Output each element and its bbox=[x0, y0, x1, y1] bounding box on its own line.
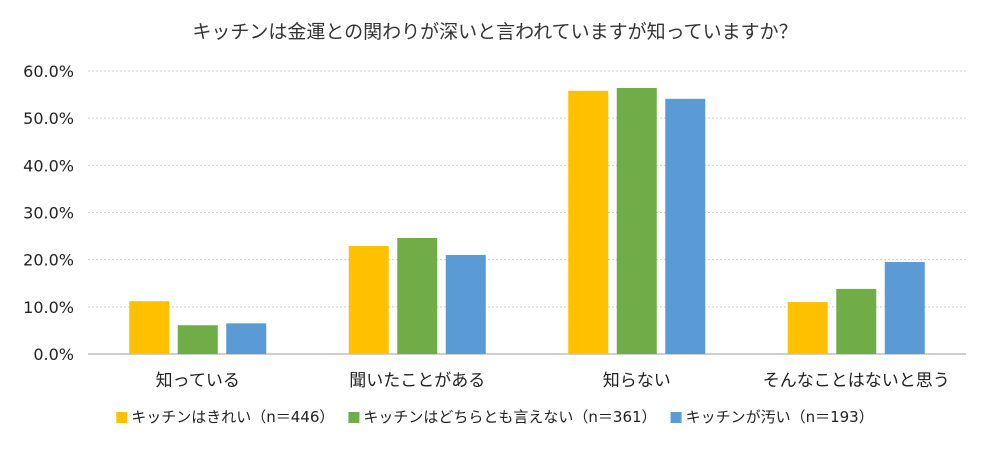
legend-label: キッチンが汚い（n＝193） bbox=[686, 408, 874, 426]
bar bbox=[226, 323, 267, 354]
legend-label: キッチンはどちらとも言えない（n＝361） bbox=[363, 408, 656, 426]
legend-swatch bbox=[348, 412, 360, 423]
y-tick-label: 30.0% bbox=[23, 204, 74, 223]
x-category-label: 聞いたことがある bbox=[349, 371, 485, 391]
x-axis-categories: 知っている 聞いたことがある 知らない そんなことはないと思う bbox=[156, 371, 950, 391]
y-tick-label: 0.0% bbox=[33, 345, 74, 364]
y-tick-label: 60.0% bbox=[23, 62, 74, 81]
bar bbox=[568, 90, 609, 354]
legend-swatch bbox=[116, 412, 128, 423]
bars bbox=[129, 87, 925, 354]
legend-label: キッチンはきれい（n＝446） bbox=[131, 408, 334, 426]
x-category-label: 知っている bbox=[156, 371, 240, 391]
y-tick-label: 10.0% bbox=[23, 298, 74, 317]
legend: キッチンはきれい（n＝446） キッチンはどちらとも言えない（n＝361） キッチン… bbox=[116, 408, 874, 426]
legend-swatch bbox=[670, 412, 682, 423]
bar bbox=[348, 245, 389, 354]
bar bbox=[665, 98, 706, 354]
x-category-label: 知らない bbox=[603, 371, 671, 391]
bar bbox=[129, 301, 170, 354]
grid-lines bbox=[88, 70, 966, 355]
x-category-label: そんなことはないと思う bbox=[763, 371, 950, 391]
y-tick-label: 40.0% bbox=[23, 156, 74, 175]
bar bbox=[397, 237, 438, 354]
legend-item: キッチンはどちらとも言えない（n＝361） bbox=[348, 408, 657, 426]
bar bbox=[884, 262, 925, 354]
legend-item: キッチンが汚い（n＝193） bbox=[670, 408, 874, 426]
bar bbox=[177, 325, 218, 354]
chart-title: キッチンは金運との関わりが深いと言われていますが知っていますか？ bbox=[192, 21, 797, 43]
y-tick-label: 50.0% bbox=[23, 109, 74, 128]
bar bbox=[836, 288, 877, 354]
y-axis-ticks: 0.0% 10.0% 20.0% 30.0% 40.0% 50.0% 60.0% bbox=[23, 62, 74, 364]
legend-item: キッチンはきれい（n＝446） bbox=[116, 408, 334, 426]
bar bbox=[787, 302, 828, 354]
bar bbox=[445, 254, 486, 354]
bar bbox=[616, 87, 657, 354]
y-tick-label: 20.0% bbox=[23, 251, 74, 270]
